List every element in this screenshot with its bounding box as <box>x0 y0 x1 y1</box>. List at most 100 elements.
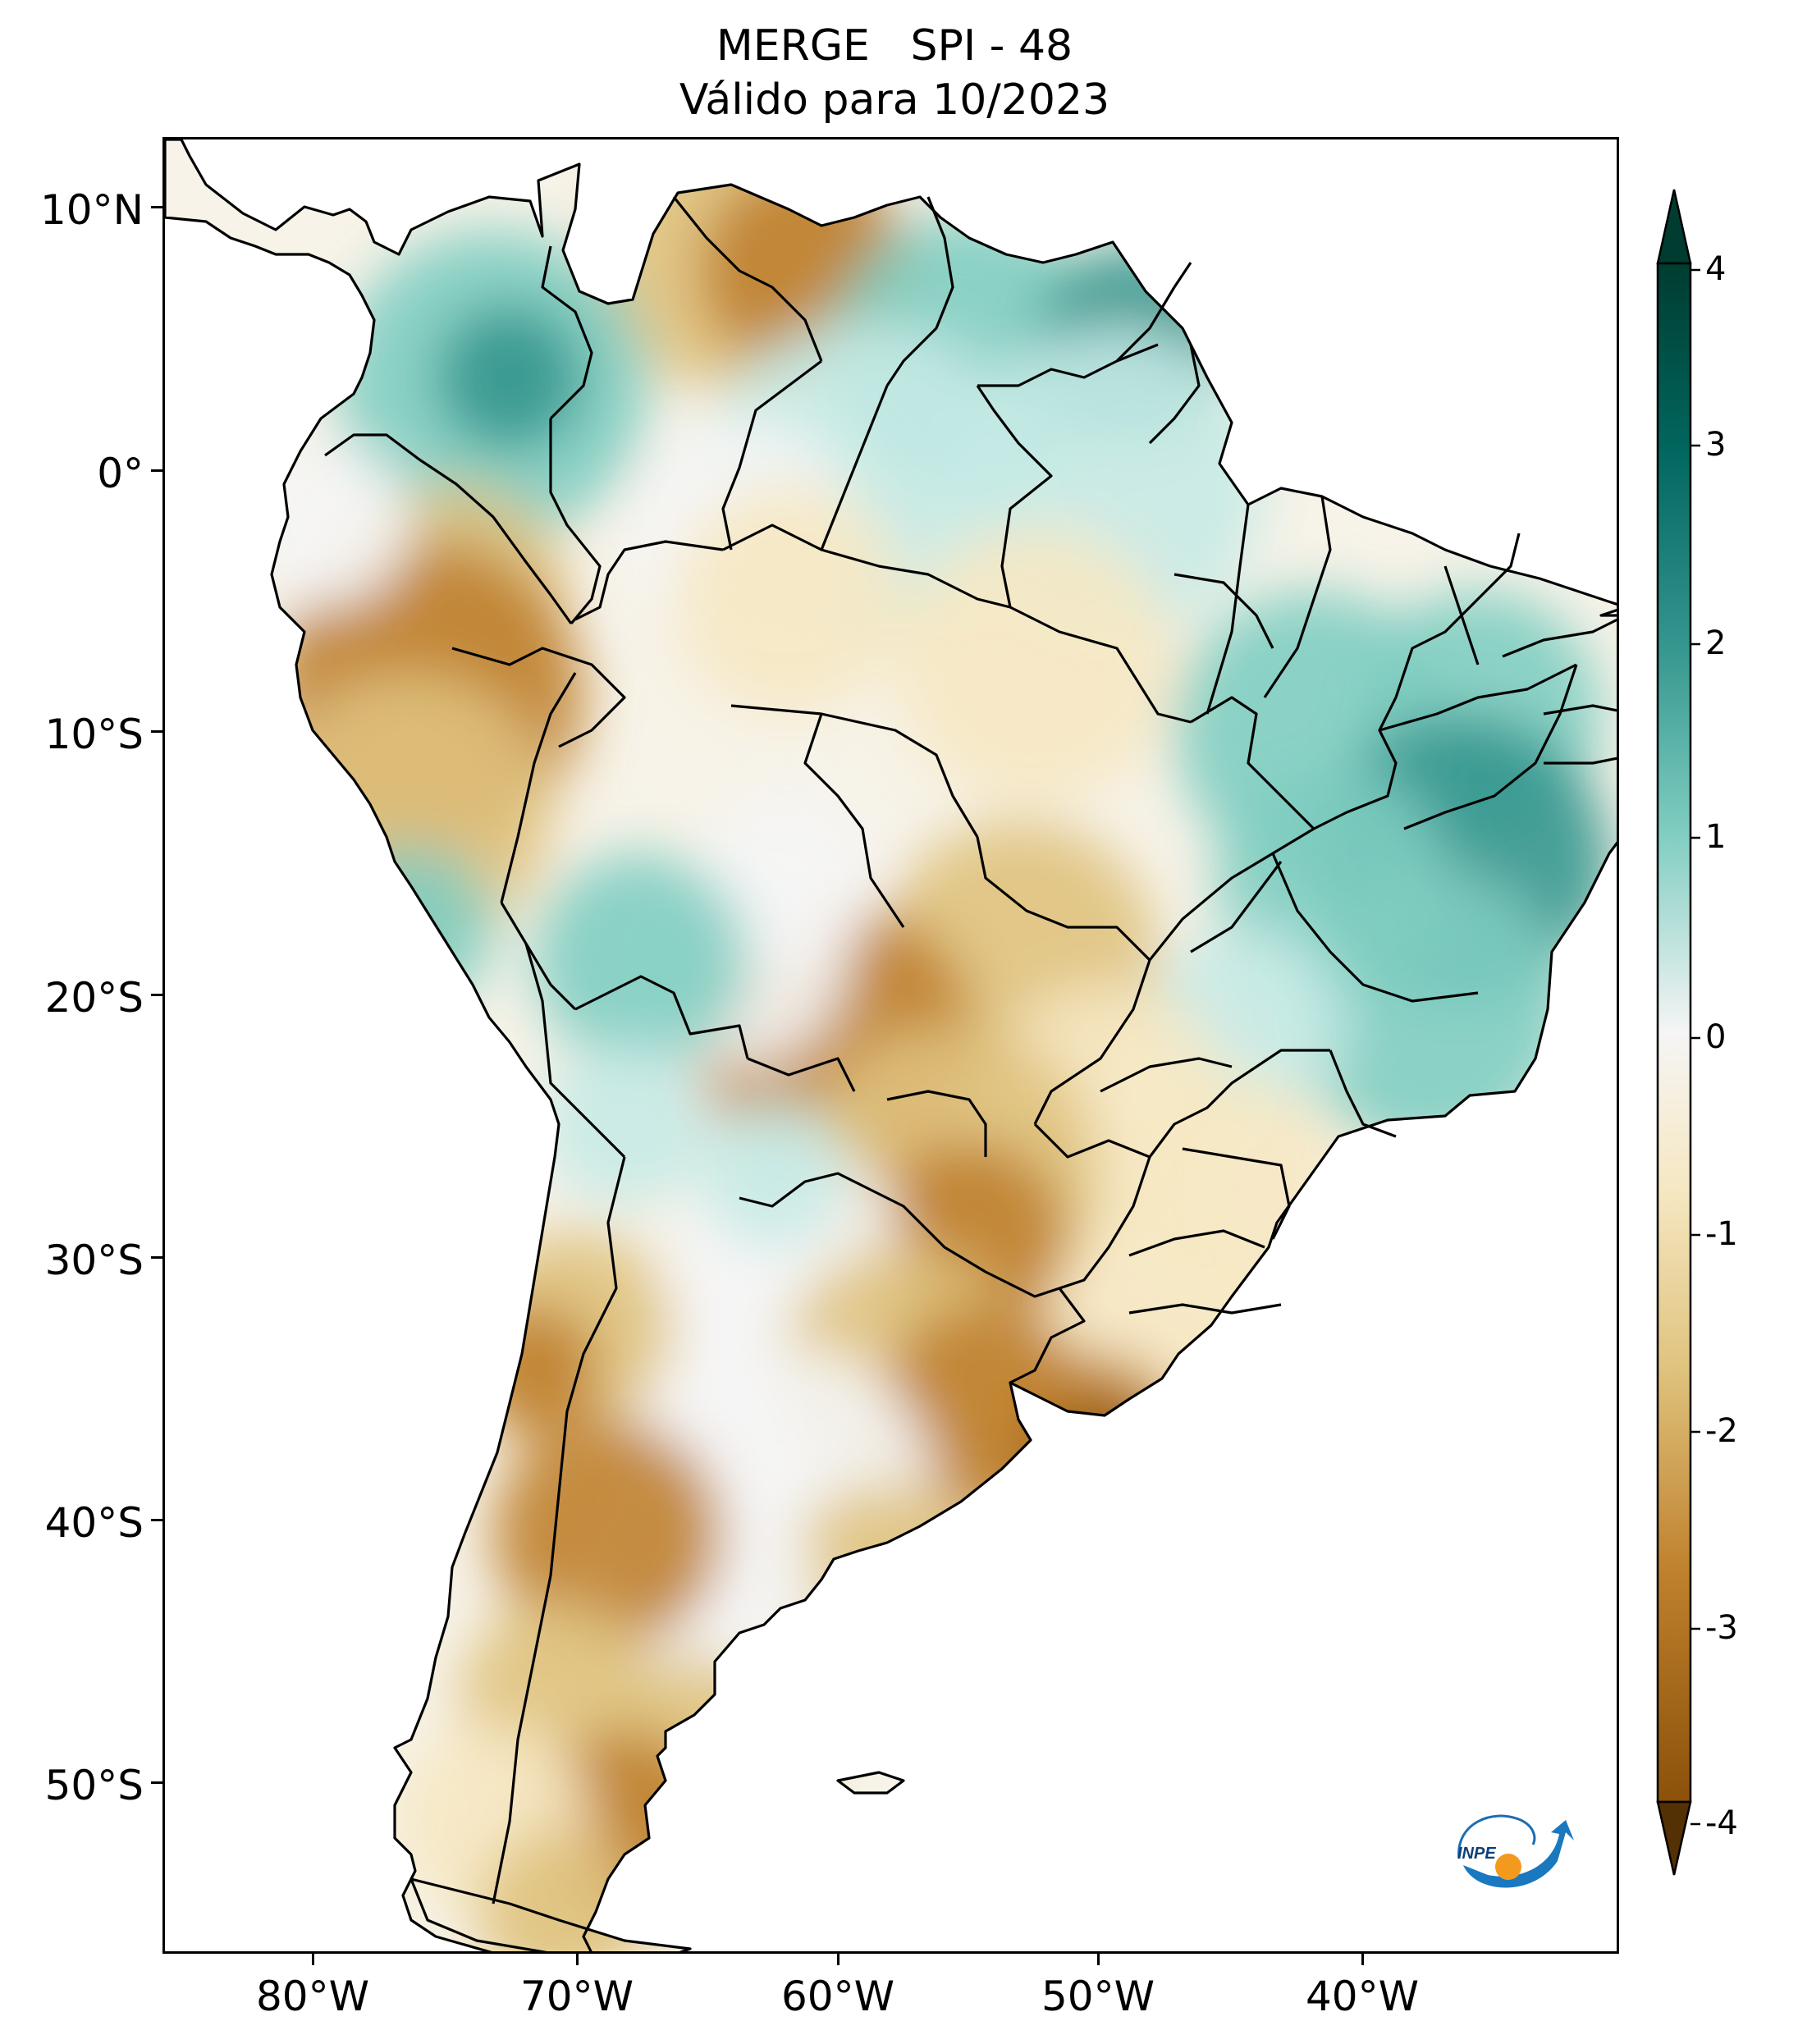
border-line <box>574 975 749 1059</box>
lat-label-40s: 40°S <box>44 1499 144 1547</box>
border-line <box>885 196 954 386</box>
border-line <box>324 433 573 624</box>
spi-colorbar <box>1656 189 1700 1876</box>
anomaly-patch <box>272 673 551 952</box>
colorbar-extend-min <box>1656 1800 1692 1876</box>
border-line <box>492 1156 626 1905</box>
anomaly-patch <box>436 304 583 451</box>
colorbar-label-3: 3 <box>1705 426 1727 464</box>
border-line <box>977 343 1159 387</box>
anomaly-patch <box>469 1305 600 1436</box>
border-line <box>1148 1049 1330 1158</box>
anomaly-patch <box>895 525 1174 804</box>
anomaly-patch <box>542 1042 707 1206</box>
colorbar-label-neg3: -3 <box>1705 1609 1738 1647</box>
border-line <box>976 836 1151 962</box>
border-line <box>451 647 626 748</box>
border-line <box>1502 618 1617 658</box>
colorbar-label-4: 4 <box>1705 250 1727 288</box>
anomaly-patch <box>674 484 904 714</box>
anomaly-patch <box>698 1100 846 1247</box>
border-line <box>1263 496 1332 698</box>
border-line <box>500 902 577 1011</box>
colorbar-extend-max <box>1656 189 1692 265</box>
border-line <box>836 1771 905 1795</box>
border-line <box>1403 664 1578 830</box>
lon-tick <box>576 1954 579 1965</box>
south-america-spi-map <box>165 139 1617 1951</box>
anomaly-patch <box>329 845 493 1009</box>
border-line <box>574 540 724 621</box>
lon-tick <box>312 1954 314 1965</box>
colorbar-label-0: 0 <box>1705 1018 1727 1056</box>
border-line <box>721 359 822 551</box>
spi-anomaly-field <box>165 139 1617 1951</box>
lat-label-50s: 50°S <box>44 1762 144 1809</box>
anomaly-patch <box>698 788 879 968</box>
map-subtitle: Válido para 10/2023 <box>679 75 1110 125</box>
lat-label-10s: 10°S <box>44 711 144 758</box>
border-line <box>976 385 1053 608</box>
border-line <box>1033 959 1151 1125</box>
lon-label-40w: 40°W <box>1305 1973 1420 2020</box>
border-line <box>1379 663 1577 732</box>
lat-tick <box>151 994 162 996</box>
border-line <box>524 943 626 1159</box>
border-line <box>820 385 889 551</box>
border-line <box>747 1057 856 1092</box>
inpe-logo: INPE <box>1457 1814 1574 1888</box>
lon-label-50w: 50°W <box>1041 1973 1155 2020</box>
border-line <box>722 524 1011 609</box>
colorbar-label-1: 1 <box>1705 818 1727 856</box>
colorbar-body <box>1656 262 1692 1804</box>
border-line <box>1148 344 1201 445</box>
anomaly-patch <box>1289 870 1568 1149</box>
border-line <box>1346 697 1398 814</box>
map-panel <box>162 137 1619 1954</box>
border-line <box>672 196 823 362</box>
border-line <box>1190 696 1315 830</box>
lat-tick <box>151 1519 162 1521</box>
lon-tick <box>1361 1954 1364 1965</box>
coastline <box>165 139 1617 1951</box>
border-line <box>1100 1057 1233 1093</box>
border-line <box>739 1172 872 1208</box>
border-line <box>541 245 593 420</box>
colorbar-label-neg1: -1 <box>1705 1215 1738 1253</box>
border-line <box>1271 853 1479 1003</box>
lon-label-60w: 60°W <box>780 1973 895 2020</box>
lat-label-0: 0° <box>97 450 144 497</box>
lon-tick <box>1097 1954 1100 1965</box>
map-title: MERGE SPI - 48 <box>716 21 1073 71</box>
colorbar-label-2: 2 <box>1705 624 1727 662</box>
svg-text:INPE: INPE <box>1457 1845 1496 1863</box>
border-line <box>1009 1287 1086 1384</box>
anomaly-patch <box>477 1830 641 1951</box>
border-line <box>1329 1049 1397 1138</box>
border-line <box>1115 262 1192 363</box>
border-line <box>1009 606 1192 724</box>
anomaly-patch <box>493 1420 723 1649</box>
lon-label-70w: 70°W <box>519 1973 634 2020</box>
lat-tick <box>151 1256 162 1259</box>
border-line <box>803 713 905 928</box>
lon-tick <box>837 1954 840 1965</box>
border-line <box>730 704 979 838</box>
border-line <box>870 1188 1060 1298</box>
border-line <box>1174 573 1274 649</box>
lat-label-30s: 30°S <box>44 1237 144 1284</box>
border-line <box>1128 1229 1265 1257</box>
border-line <box>1033 1123 1151 1159</box>
border-line <box>1190 861 1283 953</box>
lat-label-20s: 20°S <box>44 974 144 1022</box>
border-line <box>1443 565 1480 665</box>
border-line <box>1182 1147 1291 1240</box>
border-line <box>1128 1303 1282 1315</box>
border-line <box>1544 757 1617 765</box>
lat-tick <box>151 730 162 733</box>
border-line <box>409 1877 692 1951</box>
anomaly-patch <box>994 1354 1191 1551</box>
lat-label-10n: 10°N <box>39 186 144 234</box>
lat-tick <box>151 206 162 208</box>
border-line <box>1059 1156 1151 1290</box>
